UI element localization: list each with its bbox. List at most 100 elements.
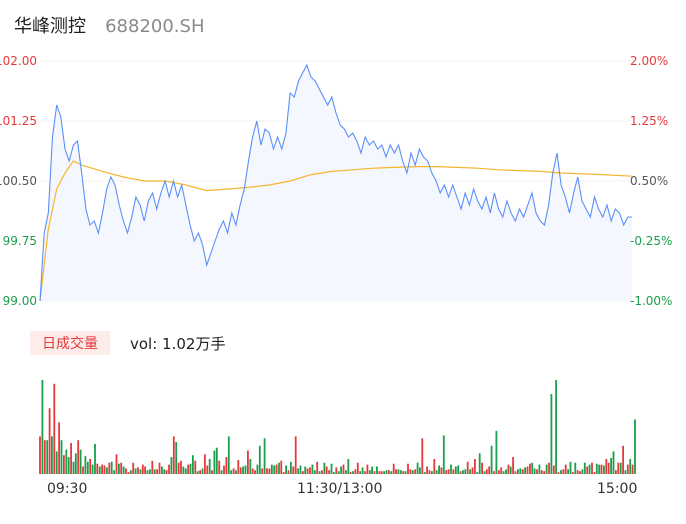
volume-bar: [615, 470, 617, 474]
volume-bar: [175, 442, 178, 474]
volume-bar: [235, 470, 237, 474]
volume-bar: [624, 470, 627, 474]
volume-bar: [540, 470, 543, 474]
volume-tab[interactable]: 日成交量: [30, 331, 110, 355]
volume-bar: [77, 440, 80, 474]
volume-bar: [316, 461, 319, 474]
volume-bar: [161, 466, 163, 474]
volume-bar: [201, 468, 204, 474]
volume-bar: [268, 468, 271, 474]
volume-bar: [70, 443, 72, 474]
volume-bar: [132, 462, 135, 474]
volume-bar: [189, 463, 192, 474]
volume-bar: [156, 469, 158, 474]
volume-bar: [569, 461, 572, 474]
volume-bar: [302, 471, 304, 474]
volume-bar: [634, 419, 636, 474]
volume-bar: [366, 464, 369, 474]
volume-bar: [586, 466, 589, 474]
volume-bar: [256, 464, 259, 474]
volume-bar: [612, 451, 615, 474]
volume-bar: [82, 466, 84, 474]
volume-bar: [514, 471, 517, 474]
y-tick-right: 1.25%: [630, 114, 668, 128]
volume-bar: [354, 469, 357, 474]
volume-bar: [106, 467, 108, 474]
average-price-line: [39, 160, 633, 302]
volume-bar: [275, 464, 278, 474]
volume-bar: [619, 462, 622, 474]
volume-bar: [273, 465, 276, 474]
volume-bar: [53, 383, 56, 474]
volume-bar: [306, 468, 309, 474]
volume-bar: [74, 453, 77, 474]
volume-bar: [278, 462, 280, 474]
volume-bar: [622, 445, 624, 474]
volume-bar: [388, 470, 390, 474]
volume-bar: [598, 464, 601, 474]
volume-bar: [299, 465, 302, 474]
volume-bar: [450, 464, 452, 474]
volume-bar: [564, 464, 567, 474]
volume-bar: [626, 464, 629, 474]
y-tick-right: 0.50%: [630, 174, 668, 188]
volume-bar: [595, 463, 598, 474]
volume-bar: [471, 467, 474, 474]
volume-bar: [46, 440, 49, 474]
volume-bar: [529, 463, 531, 474]
volume-bar: [230, 470, 233, 474]
volume-bar: [404, 471, 407, 474]
volume-bar: [206, 465, 209, 474]
volume-bar: [631, 464, 634, 474]
volume-bar: [419, 467, 421, 474]
volume-bar: [352, 471, 354, 474]
volume-bar: [282, 472, 285, 474]
volume-bar: [588, 464, 591, 474]
volume-bar: [196, 471, 199, 474]
volume-bar: [552, 465, 555, 474]
volume-bar: [478, 453, 481, 474]
y-tick-left: 101.25: [0, 114, 37, 128]
x-tick-open: 09:30: [47, 481, 88, 497]
volume-bar: [519, 468, 522, 474]
volume-bar: [118, 463, 120, 474]
volume-bar: [345, 470, 347, 474]
volume-bar: [488, 466, 491, 474]
volume-bar: [237, 459, 240, 474]
price-line: [39, 63, 632, 302]
y-tick-right: -1.00%: [630, 294, 672, 308]
y-axis-left-price: 102.00 101.25 100.50 99.75 99.00: [0, 54, 37, 308]
volume-bar: [402, 471, 405, 474]
volume-bar: [84, 456, 87, 474]
volume-bar: [220, 470, 223, 474]
volume-bar: [421, 438, 424, 474]
volume-bar: [521, 469, 524, 474]
volume-bar: [218, 460, 221, 474]
volume-bar: [579, 471, 581, 474]
volume-bar: [481, 462, 483, 474]
volume-bar: [223, 465, 225, 474]
volume-bar: [172, 436, 175, 474]
y-tick-left: 99.75: [3, 234, 37, 248]
volume-bar: [399, 470, 402, 474]
volume-bar: [550, 394, 553, 474]
volume-bar: [349, 472, 352, 474]
volume-bar: [261, 468, 264, 474]
volume-bar: [89, 459, 92, 474]
volume-bar: [617, 462, 620, 474]
volume-bar: [390, 471, 393, 474]
volume-bar: [557, 472, 560, 474]
volume-bar: [158, 462, 161, 474]
volume-bar: [151, 460, 154, 474]
volume-bar: [127, 472, 130, 474]
volume-bar: [266, 468, 268, 474]
volume-bar: [287, 470, 290, 474]
volume-bar: [244, 465, 247, 474]
volume-bar: [454, 466, 457, 474]
volume-bar: [526, 466, 529, 474]
volume-bar: [509, 466, 512, 474]
y-axis-right-percent: 2.00% 1.25% 0.50% -0.25% -1.00%: [630, 54, 672, 308]
volume-bar: [600, 464, 603, 474]
volume-bar: [462, 470, 464, 474]
volume-bar: [153, 469, 156, 474]
